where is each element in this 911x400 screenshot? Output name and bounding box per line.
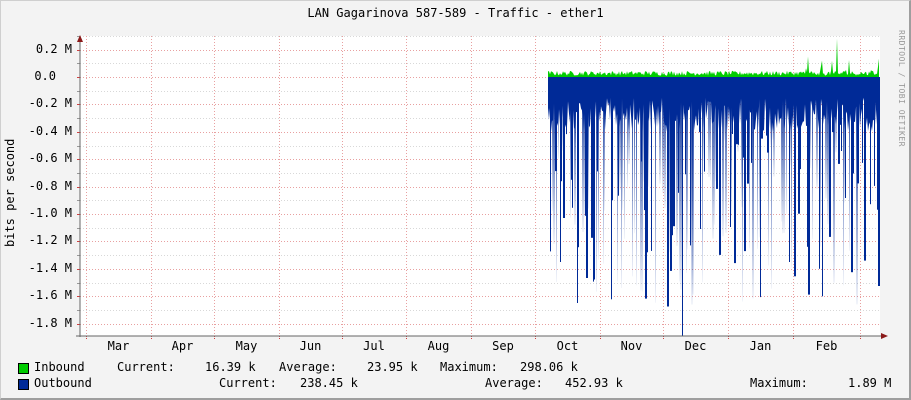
y-tick-label: 0.0: [34, 69, 56, 83]
legend-outbound-current-label: Current:: [219, 376, 277, 390]
legend-inbound-average-label: Average:: [279, 360, 337, 374]
outbound-series: [548, 77, 880, 336]
legend-outbound-current: 238.45 k: [300, 376, 358, 390]
y-tick-label: -1.2 M: [28, 233, 72, 248]
y-tick-label: -0.6 M: [28, 151, 72, 166]
y-tick-label: -1.4 M: [28, 260, 72, 275]
legend-outbound-maximum-label: Maximum:: [750, 376, 808, 390]
y-tick-label: -0.4 M: [28, 123, 72, 138]
y-tick-label: -1.0 M: [28, 206, 72, 220]
x-tick-label: Aug: [427, 339, 450, 353]
legend-outbound-maximum: 1.89 M: [848, 376, 892, 390]
legend-inbound-current-label: Current:: [117, 360, 175, 374]
legend-inbound-label: Inbound: [34, 360, 85, 374]
y-tick-label: 0.2 M: [35, 41, 72, 56]
y-tick-label: -0.8 M: [28, 178, 72, 193]
x-tick-label: Mar: [107, 339, 130, 353]
rrdtool-watermark: RRDTOOL / TOBI OETIKER: [897, 30, 906, 147]
legend-inbound-current: 16.39 k: [205, 360, 256, 374]
inbound-swatch-icon: [18, 363, 29, 374]
outbound-swatch-icon: [18, 379, 29, 390]
x-tick-label: Apr: [171, 339, 194, 353]
legend-inbound-average: 23.95 k: [367, 360, 418, 374]
legend-outbound-average: 452.93 k: [565, 376, 623, 390]
x-tick-label: Dec: [684, 339, 707, 353]
legend-outbound-average-label: Average:: [485, 376, 543, 390]
x-tick-label: Nov: [620, 339, 643, 353]
x-tick-label: Jun: [299, 339, 322, 353]
legend-outbound-label: Outbound: [34, 376, 92, 390]
y-tick-label: -0.2 M: [28, 96, 72, 111]
y-tick-label: -1.6 M: [28, 288, 72, 303]
y-tick-label: -1.8 M: [28, 315, 72, 330]
x-tick-label: Sep: [492, 339, 514, 353]
legend-inbound-maximum-label: Maximum:: [440, 360, 498, 374]
chart-title: LAN Gagarinova 587-589 - Traffic - ether…: [307, 6, 604, 20]
x-tick-label: Feb: [815, 339, 838, 353]
x-axis-arrow-icon: [881, 333, 888, 339]
inbound-series: [548, 38, 879, 77]
x-tick-label: Jan: [749, 339, 772, 353]
x-tick-label: Jul: [363, 339, 385, 353]
legend-inbound-maximum: 298.06 k: [520, 360, 578, 374]
y-axis-arrow-icon: [77, 35, 83, 42]
x-tick-label: May: [235, 339, 258, 353]
x-tick-label: Oct: [556, 339, 579, 353]
